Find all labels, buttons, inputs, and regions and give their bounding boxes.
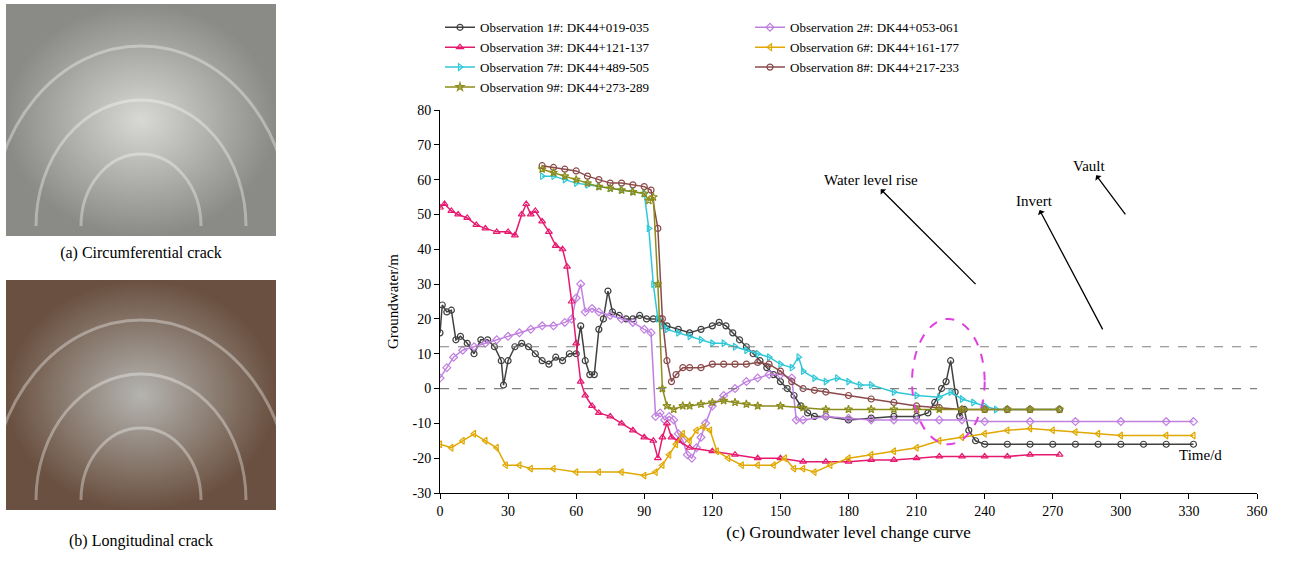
svg-text:270: 270: [1042, 504, 1063, 519]
svg-text:300: 300: [1110, 504, 1131, 519]
svg-text:180: 180: [838, 504, 859, 519]
svg-text:Vault: Vault: [1073, 158, 1105, 174]
svg-text:Groundwater/m: Groundwater/m: [385, 254, 401, 349]
svg-text:10: 10: [417, 347, 431, 362]
svg-text:Observation 8#: DK44+217-233: Observation 8#: DK44+217-233: [790, 60, 959, 75]
svg-text:Observation 7#: DK44+489-505: Observation 7#: DK44+489-505: [480, 60, 649, 75]
svg-text:30: 30: [417, 277, 431, 292]
svg-text:Observation 2#: DK44+053-061: Observation 2#: DK44+053-061: [790, 20, 959, 35]
svg-text:(a) Circumferential crack: (a) Circumferential crack: [60, 244, 222, 262]
svg-text:(b) Longitudinal crack: (b) Longitudinal crack: [69, 532, 213, 550]
svg-text:60: 60: [569, 504, 583, 519]
svg-text:20: 20: [417, 312, 431, 327]
svg-text:Observation 1#: DK44+019-035: Observation 1#: DK44+019-035: [480, 20, 649, 35]
svg-text:-20: -20: [413, 451, 432, 466]
svg-text:-10: -10: [413, 416, 432, 431]
svg-text:90: 90: [637, 504, 651, 519]
svg-text:240: 240: [974, 504, 995, 519]
svg-text:30: 30: [501, 504, 515, 519]
svg-text:330: 330: [1178, 504, 1199, 519]
svg-text:Observation 3#: DK44+121-137: Observation 3#: DK44+121-137: [480, 40, 650, 55]
svg-text:360: 360: [1247, 504, 1268, 519]
svg-text:Observation 6#: DK44+161-177: Observation 6#: DK44+161-177: [790, 40, 960, 55]
svg-text:80: 80: [417, 103, 431, 118]
svg-text:50: 50: [417, 207, 431, 222]
svg-text:0: 0: [424, 381, 431, 396]
svg-text:Time/d: Time/d: [1179, 447, 1222, 463]
svg-text:-30: -30: [413, 486, 432, 501]
svg-text:40: 40: [417, 242, 431, 257]
svg-text:Observation 9#: DK44+273-289: Observation 9#: DK44+273-289: [480, 80, 649, 95]
svg-text:70: 70: [417, 138, 431, 153]
svg-text:210: 210: [906, 504, 927, 519]
svg-text:Water level rise: Water level rise: [824, 172, 918, 188]
svg-text:120: 120: [702, 504, 723, 519]
svg-text:0: 0: [437, 504, 444, 519]
svg-text:60: 60: [417, 173, 431, 188]
svg-text:(c) Groundwater level change c: (c) Groundwater level change curve: [726, 523, 970, 542]
svg-text:150: 150: [770, 504, 791, 519]
svg-text:Invert: Invert: [1016, 193, 1053, 209]
